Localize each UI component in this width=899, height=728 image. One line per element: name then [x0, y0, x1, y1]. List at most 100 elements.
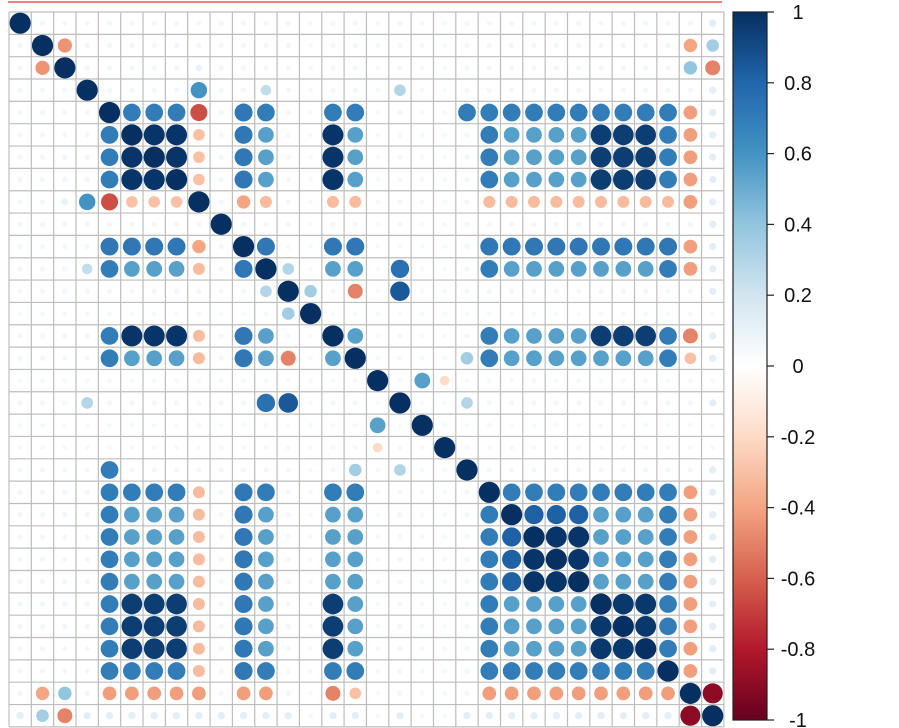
correlation-circle [145, 237, 164, 256]
correlation-circle [553, 20, 559, 26]
correlation-circle [143, 616, 165, 637]
correlation-circle [397, 65, 403, 71]
correlation-circle [458, 103, 476, 122]
correlation-circle [598, 400, 604, 406]
correlation-circle [709, 19, 717, 27]
correlation-circle [218, 42, 224, 49]
correlation-circle [375, 333, 380, 339]
correlation-circle [613, 169, 634, 190]
correlation-circle [62, 243, 68, 250]
correlation-circle [39, 154, 46, 160]
correlation-circle [256, 237, 275, 256]
correlation-circle [39, 266, 46, 272]
correlation-circle [486, 422, 492, 428]
correlation-circle [375, 20, 380, 26]
correlation-circle [576, 445, 582, 450]
correlation-circle [62, 668, 68, 674]
correlation-circle [397, 668, 403, 674]
colorbar-tick-label: -1 [789, 710, 807, 728]
correlation-circle [284, 712, 292, 720]
correlation-circle [480, 237, 499, 256]
correlation-circle [684, 352, 697, 365]
correlation-circle [308, 691, 313, 696]
correlation-circle [397, 378, 403, 383]
correlation-circle [683, 172, 698, 187]
correlation-circle [419, 20, 425, 26]
correlation-circle [593, 261, 609, 277]
correlation-circle [106, 400, 113, 406]
correlation-circle [442, 512, 447, 518]
correlation-circle [129, 445, 135, 450]
correlation-circle [620, 378, 626, 383]
correlation-circle [100, 662, 119, 680]
correlation-circle [122, 483, 141, 502]
correlation-circle [598, 65, 604, 71]
correlation-circle [192, 508, 205, 521]
correlation-circle [569, 237, 588, 256]
correlation-circle [308, 668, 313, 674]
correlation-circle [100, 260, 119, 278]
correlation-circle [146, 529, 163, 545]
correlation-circle [322, 146, 344, 168]
correlation-circle [464, 512, 470, 518]
correlation-circle [568, 526, 590, 548]
correlation-circle [665, 221, 671, 227]
correlation-circle [442, 668, 447, 674]
correlation-circle [260, 84, 272, 96]
correlation-circle [193, 129, 205, 141]
correlation-circle [218, 20, 224, 26]
correlation-circle [709, 153, 717, 161]
correlation-circle [442, 579, 447, 585]
correlation-circle [308, 623, 313, 629]
correlation-circle [173, 400, 180, 406]
correlation-circle [62, 154, 68, 160]
correlation-circle [526, 350, 542, 367]
correlation-circle [322, 325, 344, 347]
correlation-circle [218, 333, 224, 339]
correlation-circle [665, 445, 671, 450]
correlation-circle [553, 400, 559, 406]
correlation-circle [643, 42, 649, 49]
correlation-circle [330, 445, 336, 450]
correlation-circle [503, 149, 520, 166]
correlation-circle [100, 483, 119, 502]
correlation-circle [151, 378, 157, 383]
correlation-circle [643, 20, 649, 26]
correlation-circle [509, 422, 515, 428]
correlation-circle [461, 397, 473, 409]
correlation-circle [526, 149, 542, 166]
correlation-circle [509, 42, 515, 49]
correlation-circle [683, 150, 698, 165]
correlation-circle [346, 103, 365, 122]
correlation-circle [196, 42, 202, 49]
correlation-circle [240, 221, 247, 227]
correlation-circle [151, 20, 157, 26]
correlation-circle [480, 125, 499, 144]
correlation-circle [613, 124, 634, 146]
correlation-circle [239, 712, 248, 720]
correlation-circle [124, 529, 140, 545]
correlation-circle [166, 638, 187, 660]
correlation-circle [590, 593, 612, 615]
correlation-circle [151, 65, 157, 71]
correlation-circle [709, 622, 717, 631]
correlation-circle [486, 87, 492, 93]
correlation-circle [84, 288, 90, 294]
correlation-circle [442, 288, 447, 294]
correlation-circle [614, 103, 633, 122]
correlation-circle [285, 378, 291, 383]
correlation-circle [84, 623, 90, 629]
correlation-circle [419, 333, 425, 339]
correlation-circle [146, 506, 163, 523]
correlation-circle [464, 534, 470, 540]
correlation-circle [375, 65, 380, 71]
correlation-circle [173, 20, 180, 26]
correlation-circle [240, 20, 247, 26]
correlation-circle [129, 400, 135, 406]
correlation-circle [218, 556, 224, 562]
correlation-circle [615, 261, 632, 277]
correlation-circle [196, 422, 202, 428]
correlation-circle [234, 125, 253, 144]
correlation-circle [442, 422, 447, 428]
correlation-circle [285, 20, 291, 26]
